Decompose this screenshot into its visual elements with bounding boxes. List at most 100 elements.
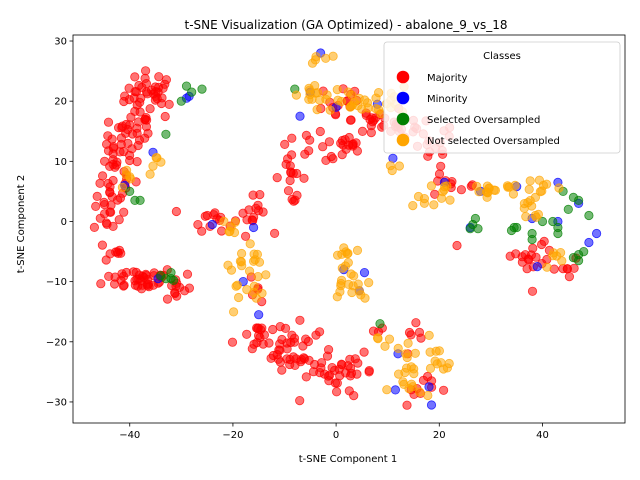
not-selected-oversampled-point <box>394 161 404 171</box>
selected-oversampled-point <box>537 216 548 227</box>
majority-point <box>160 111 170 122</box>
not-selected-oversampled-point <box>325 105 335 115</box>
majority-point <box>200 211 210 221</box>
y-tick-label: 30 <box>54 37 67 48</box>
majority-point <box>134 80 144 91</box>
not-selected-oversampled-point <box>393 343 403 353</box>
not-selected-oversampled-point <box>342 249 352 259</box>
majority-point <box>340 368 351 378</box>
majority-point <box>119 271 129 281</box>
selected-oversampled-point <box>553 228 563 239</box>
selected-oversampled-point <box>176 96 186 106</box>
majority-point <box>124 83 134 93</box>
not-selected-oversampled-point <box>363 103 373 113</box>
not-selected-oversampled-point <box>312 105 322 115</box>
not-selected-oversampled-point <box>343 279 354 289</box>
majority-point <box>141 66 151 76</box>
not-selected-oversampled-point <box>508 189 519 199</box>
majority-point <box>406 330 416 340</box>
majority-point <box>172 291 182 301</box>
majority-point <box>287 133 297 143</box>
selected-oversampled-point <box>181 81 192 91</box>
majority-point <box>140 73 150 84</box>
majority-point <box>562 264 573 274</box>
not-selected-oversampled-point <box>425 347 435 357</box>
y-tick-label: −20 <box>46 337 67 348</box>
legend-box <box>383 41 621 154</box>
majority-point <box>430 189 440 199</box>
selected-oversampled-point <box>470 213 480 224</box>
x-tick-label: 0 <box>333 430 339 441</box>
not-selected-oversampled-point <box>510 180 520 190</box>
y-tick-label: 0 <box>61 217 67 228</box>
x-tick-label: 40 <box>536 430 549 441</box>
not-selected-oversampled-point <box>336 96 346 107</box>
majority-point <box>438 385 449 395</box>
majority-point <box>281 159 291 169</box>
majority-point <box>118 281 129 291</box>
not-selected-oversampled-point <box>249 281 259 291</box>
majority-point <box>318 142 328 152</box>
points-layer <box>89 48 602 410</box>
majority-point <box>104 271 114 281</box>
y-tick-label: 10 <box>54 157 67 168</box>
majority-point <box>326 151 336 162</box>
majority-point <box>130 72 140 82</box>
legend-marker <box>396 133 410 147</box>
majority-point <box>132 100 142 110</box>
not-selected-oversampled-point <box>415 387 425 397</box>
not-selected-oversampled-point <box>385 161 395 171</box>
selected-oversampled-point <box>169 275 179 285</box>
not-selected-oversampled-point <box>229 307 239 317</box>
majority-point <box>125 155 135 166</box>
majority-point <box>299 173 309 183</box>
majority-point <box>102 139 112 149</box>
selected-oversampled-point <box>125 186 135 196</box>
majority-point <box>368 326 379 336</box>
not-selected-oversampled-point <box>438 364 449 374</box>
not-selected-oversampled-point <box>291 90 301 100</box>
not-selected-oversampled-point <box>349 271 359 281</box>
not-selected-oversampled-point <box>152 153 162 163</box>
majority-point <box>217 226 227 236</box>
majority-point <box>95 178 105 188</box>
not-selected-oversampled-point <box>126 174 136 184</box>
not-selected-oversampled-point <box>315 95 325 105</box>
majority-point <box>277 365 287 375</box>
majority-point <box>434 169 445 179</box>
majority-point <box>285 175 295 186</box>
selected-oversampled-point <box>197 84 207 94</box>
majority-point <box>116 133 127 143</box>
not-selected-oversampled-point <box>554 183 564 193</box>
not-selected-oversampled-point <box>541 179 552 189</box>
not-selected-oversampled-point <box>380 341 390 351</box>
majority-point <box>332 378 342 388</box>
majority-point <box>295 315 305 325</box>
majority-point <box>141 269 151 279</box>
not-selected-oversampled-point <box>373 333 383 344</box>
not-selected-oversampled-point <box>321 53 331 63</box>
y-tick-label: −30 <box>46 397 67 408</box>
not-selected-oversampled-point <box>403 338 413 348</box>
majority-point <box>152 94 162 104</box>
not-selected-oversampled-point <box>305 90 315 100</box>
not-selected-oversampled-point <box>225 226 235 236</box>
selected-oversampled-point <box>465 224 475 234</box>
not-selected-oversampled-point <box>148 161 158 171</box>
majority-point <box>295 395 305 406</box>
selected-oversampled-point <box>527 234 537 245</box>
majority-point <box>522 264 532 274</box>
majority-point <box>108 143 119 153</box>
majority-point <box>269 228 280 238</box>
selected-oversampled-point <box>509 222 519 233</box>
majority-point <box>162 294 173 304</box>
majority-point <box>272 173 282 183</box>
not-selected-oversampled-point <box>353 101 363 111</box>
majority-point <box>171 206 181 217</box>
majority-point <box>345 354 355 364</box>
selected-oversampled-point <box>135 195 145 205</box>
minority-point <box>249 222 259 233</box>
majority-point <box>402 400 412 410</box>
majority-point <box>102 219 112 229</box>
selected-oversampled-point <box>473 224 483 234</box>
